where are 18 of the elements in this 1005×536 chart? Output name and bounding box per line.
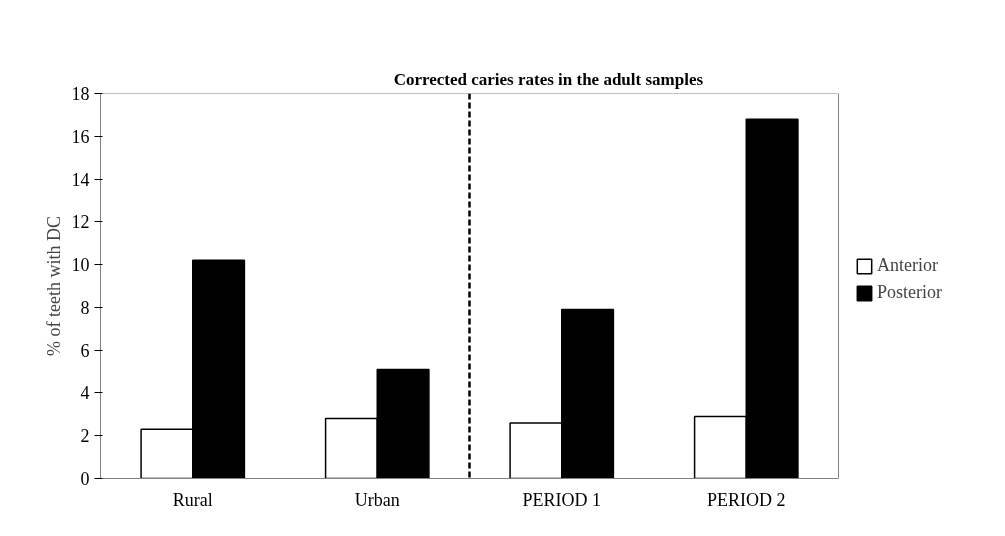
chart-title: Corrected caries rates in the adult samples	[393, 69, 704, 89]
legend-label: Anterior	[877, 255, 938, 276]
y-axis-title: % of teeth with DC	[43, 216, 64, 356]
x-tick-label: PERIOD 1	[522, 489, 602, 510]
x-tick-label: Rural	[172, 489, 213, 510]
y-tick-label: 12	[71, 212, 90, 233]
y-tick-label: 18	[71, 84, 90, 104]
x-tick-label: PERIOD 2	[707, 489, 786, 510]
y-tick-label: 6	[80, 340, 90, 361]
y-tick-label: 2	[80, 426, 90, 447]
x-tick-label: Urban	[354, 489, 400, 510]
y-tick-label: 16	[71, 126, 90, 147]
y-tick-label: 4	[80, 383, 90, 404]
y-tick-label: 8	[80, 297, 90, 318]
y-tick-label: 0	[80, 469, 90, 489]
y-tick-label: 10	[71, 255, 90, 276]
y-tick-label: 14	[71, 169, 90, 190]
legend-label: Posterior	[877, 282, 942, 303]
